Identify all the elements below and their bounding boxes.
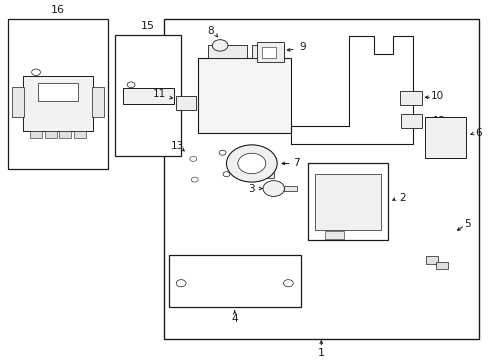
Text: 12: 12 bbox=[432, 116, 445, 126]
Text: 16: 16 bbox=[51, 5, 65, 15]
Text: 11: 11 bbox=[152, 89, 165, 99]
Text: 14: 14 bbox=[234, 160, 247, 170]
Bar bbox=[426, 256, 437, 264]
Circle shape bbox=[219, 150, 225, 155]
Bar bbox=[399, 91, 421, 105]
Bar bbox=[400, 114, 422, 128]
Bar bbox=[325, 231, 344, 239]
Bar bbox=[8, 19, 108, 169]
Bar bbox=[315, 174, 380, 230]
Bar bbox=[424, 117, 466, 158]
Text: 2: 2 bbox=[399, 193, 406, 203]
Bar bbox=[163, 19, 478, 339]
Bar bbox=[12, 86, 24, 117]
Text: 6: 6 bbox=[474, 129, 481, 139]
Text: 7: 7 bbox=[293, 158, 299, 168]
Bar bbox=[307, 163, 387, 240]
Bar bbox=[249, 171, 273, 178]
Text: 3: 3 bbox=[248, 184, 255, 194]
Bar bbox=[92, 86, 104, 117]
Text: 10: 10 bbox=[429, 90, 443, 100]
Circle shape bbox=[176, 280, 185, 287]
Bar bbox=[122, 88, 173, 104]
Bar bbox=[38, 83, 78, 101]
Bar bbox=[435, 262, 447, 269]
Bar bbox=[176, 95, 195, 110]
Bar bbox=[45, 131, 57, 139]
Circle shape bbox=[212, 40, 227, 51]
Circle shape bbox=[223, 172, 229, 177]
Text: 13: 13 bbox=[170, 141, 183, 150]
Circle shape bbox=[263, 181, 284, 197]
Bar bbox=[60, 131, 71, 139]
Circle shape bbox=[127, 82, 135, 87]
Bar bbox=[207, 45, 246, 58]
Circle shape bbox=[226, 145, 277, 182]
Circle shape bbox=[237, 153, 265, 174]
Text: 5: 5 bbox=[464, 219, 470, 229]
Bar bbox=[23, 76, 93, 131]
Text: 15: 15 bbox=[141, 21, 155, 31]
Bar bbox=[74, 131, 85, 139]
Bar bbox=[198, 58, 290, 133]
Bar bbox=[251, 45, 283, 58]
Bar bbox=[284, 186, 296, 192]
Text: 4: 4 bbox=[231, 314, 238, 324]
Bar bbox=[115, 35, 181, 156]
Text: 9: 9 bbox=[299, 42, 305, 52]
Bar bbox=[168, 255, 300, 307]
Bar bbox=[261, 47, 276, 58]
Bar bbox=[30, 131, 42, 139]
Circle shape bbox=[283, 280, 293, 287]
Circle shape bbox=[32, 69, 41, 76]
Text: 1: 1 bbox=[317, 348, 324, 358]
Polygon shape bbox=[290, 36, 412, 144]
Bar bbox=[256, 42, 283, 62]
Text: 8: 8 bbox=[206, 26, 213, 36]
Circle shape bbox=[189, 156, 196, 161]
Circle shape bbox=[191, 177, 198, 182]
